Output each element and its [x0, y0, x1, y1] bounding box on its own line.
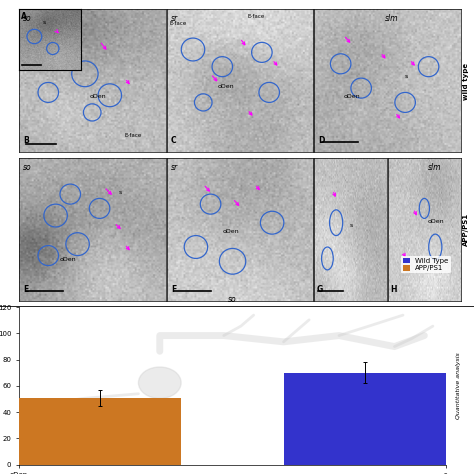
Text: G: G	[317, 285, 323, 294]
Text: wild type: wild type	[463, 63, 469, 100]
Bar	[19, 398, 181, 465]
Text: oDen: oDen	[89, 94, 106, 99]
Text: s: s	[405, 74, 409, 79]
Ellipse shape	[138, 367, 181, 399]
Text: E-face: E-face	[170, 21, 187, 26]
Text: s: s	[118, 190, 122, 195]
Text: E: E	[23, 285, 28, 294]
Text: F: F	[171, 285, 176, 294]
Text: D: D	[319, 137, 325, 146]
Text: slm: slm	[384, 14, 398, 23]
Text: s: s	[349, 223, 353, 228]
Text: Quantitative analysis: Quantitative analysis	[456, 353, 461, 419]
Text: E-face: E-face	[125, 133, 142, 138]
Text: sr: sr	[171, 14, 178, 23]
Text: oDen: oDen	[344, 94, 360, 99]
Bar	[446, 344, 474, 465]
Text: APP/PS1: APP/PS1	[463, 213, 469, 246]
Text: oDen: oDen	[428, 219, 445, 224]
Text: slm: slm	[428, 163, 441, 172]
Text: B: B	[23, 137, 29, 146]
Text: so: so	[23, 163, 32, 172]
Text: H: H	[390, 285, 397, 294]
Text: oDen: oDen	[222, 229, 239, 234]
Text: so: so	[23, 14, 32, 23]
Text: E-face: E-face	[247, 14, 264, 19]
Text: so: so	[228, 295, 237, 304]
Bar	[0, 383, 19, 465]
Text: C: C	[171, 137, 177, 146]
Text: sr: sr	[171, 163, 178, 172]
Legend: Wild Type, APP/PS1: Wild Type, APP/PS1	[401, 255, 451, 273]
Bar	[283, 373, 446, 465]
Text: oDen: oDen	[218, 84, 235, 89]
Text: oDen: oDen	[60, 257, 77, 262]
